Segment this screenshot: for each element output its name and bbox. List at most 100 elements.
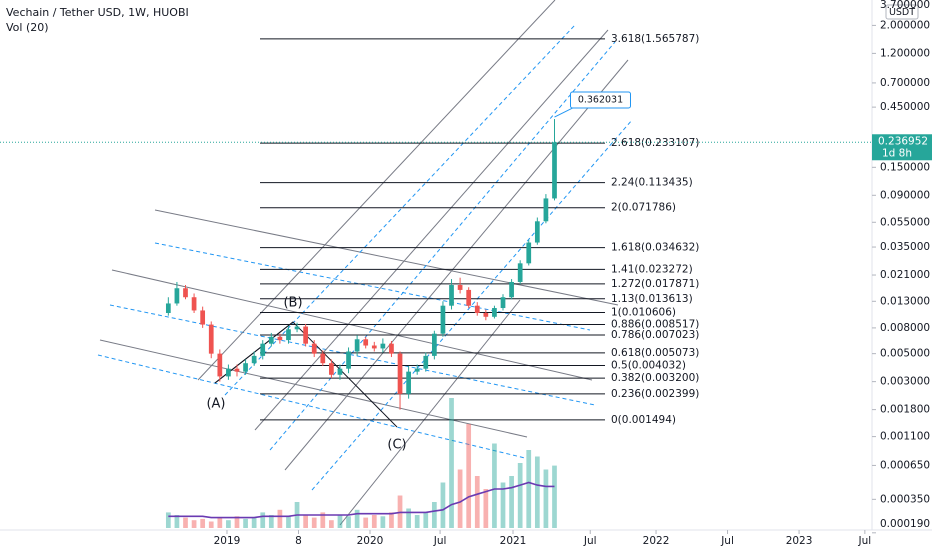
volume-bar — [311, 517, 317, 528]
candle-body — [303, 326, 308, 344]
volume-bar — [492, 443, 497, 528]
fib-label: 1.13(0.013613) — [611, 293, 693, 305]
pitchfork-line — [197, 0, 556, 381]
fib-label: 0.618(0.005073) — [611, 347, 699, 359]
volume-bar — [509, 476, 514, 528]
candle-body — [406, 371, 411, 394]
fib-label: 2.24(0.113435) — [611, 177, 693, 189]
trend-line — [99, 339, 528, 438]
volume-bar — [329, 520, 334, 528]
y-tick-label: 0.001100 — [880, 431, 930, 443]
fib-label: 0.236(0.002399) — [611, 388, 699, 400]
volume-bar — [183, 517, 188, 528]
pitchfork-line-dashed — [311, 119, 633, 491]
y-tick-label: 0.150000 — [880, 161, 930, 173]
candle-body — [226, 368, 231, 377]
fib-label: 0.786(0.007023) — [611, 329, 699, 341]
x-tick-label: 2021 — [500, 535, 527, 547]
candle-body — [311, 343, 317, 354]
volume-bar — [217, 517, 223, 528]
candle-body — [251, 355, 257, 364]
volume-bar — [449, 398, 454, 528]
volume-ma — [168, 481, 555, 519]
volume-bar — [191, 520, 197, 528]
currency-label: USDT — [889, 7, 915, 18]
candle-body — [337, 368, 343, 375]
volume-bar — [200, 518, 206, 528]
x-tick-label: Jul — [858, 535, 872, 547]
y-tick-label: 2.000000 — [880, 19, 930, 31]
candle-body — [260, 343, 266, 356]
volume-bar — [234, 516, 240, 528]
volume-bar — [363, 517, 369, 528]
volume-bar — [423, 512, 429, 528]
wave-label: (C) — [387, 438, 406, 453]
x-tick-label: 2020 — [357, 535, 384, 547]
volume-bar — [457, 469, 463, 528]
candle-body — [380, 343, 386, 349]
candle-body — [500, 297, 506, 309]
fib-label: 0(0.001494) — [611, 414, 676, 426]
candle-body — [346, 351, 351, 369]
candle-body — [509, 281, 514, 298]
volume-bar — [268, 515, 274, 528]
volume-bar — [517, 463, 523, 528]
volume-bar — [500, 482, 506, 528]
y-tick-label: 0.008000 — [880, 322, 930, 334]
y-tick-label: 0.005000 — [880, 348, 930, 360]
candle-body — [492, 308, 497, 317]
y-tick-label: 0.001800 — [880, 404, 930, 416]
candle-body — [208, 324, 214, 354]
volume-bar — [474, 476, 480, 528]
candle-body — [165, 303, 171, 314]
candle-body — [286, 329, 291, 341]
candle-body — [517, 263, 523, 282]
y-tick-label: 0.700000 — [880, 77, 930, 89]
fib-label: 1.41(0.023272) — [611, 263, 693, 275]
candle-body — [191, 297, 197, 311]
candle-body — [431, 333, 437, 356]
fib-label: 0.5(0.004032) — [611, 359, 686, 371]
candle-body — [474, 305, 480, 314]
x-tick-label: 2022 — [643, 535, 670, 547]
y-tick-label: 0.000350 — [880, 493, 930, 505]
volume-bar — [371, 515, 377, 528]
volume-bar — [260, 512, 266, 528]
candle-body — [217, 353, 223, 377]
candle-body — [243, 363, 248, 372]
candle-body — [534, 221, 540, 243]
candle-body — [526, 242, 532, 264]
volume-bar — [431, 502, 437, 528]
fib-label: 1(0.010606) — [611, 306, 676, 318]
candle-body — [277, 336, 283, 341]
volume-bar — [526, 450, 532, 528]
volume-bar — [243, 518, 248, 528]
volume-bar — [303, 515, 308, 528]
fib-label: 0.886(0.008517) — [611, 318, 699, 330]
y-tick-label: 0.013000 — [880, 295, 930, 307]
candle-body — [449, 285, 454, 306]
volume-bar — [389, 512, 394, 528]
y-tick-label: 0.450000 — [880, 101, 930, 113]
last-price-label: 0.236952 — [878, 135, 928, 147]
fib-label: 1.618(0.034632) — [611, 242, 699, 254]
candle-body — [329, 363, 334, 375]
candle-body — [543, 198, 549, 222]
volume-bar — [346, 516, 351, 528]
volume-bar — [226, 520, 231, 528]
x-tick-label: Jul — [720, 535, 734, 547]
volume-bar — [165, 512, 171, 528]
candle-body — [200, 310, 206, 325]
candle-body — [414, 368, 420, 372]
y-tick-label: 3.700000 — [880, 0, 930, 11]
volume-bar — [543, 469, 549, 528]
candle-body — [294, 326, 300, 330]
trend-line-dashed — [154, 242, 591, 331]
candle-body — [389, 343, 394, 354]
candle-body — [268, 336, 274, 344]
candle-body — [354, 339, 360, 352]
currency-badge[interactable] — [885, 4, 919, 20]
y-tick-label: 0.000190 — [880, 518, 930, 530]
